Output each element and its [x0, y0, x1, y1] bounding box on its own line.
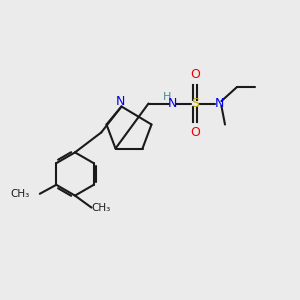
Text: N: N	[214, 97, 224, 110]
Text: O: O	[190, 125, 200, 139]
Text: S: S	[191, 97, 199, 110]
Text: CH₃: CH₃	[92, 202, 111, 213]
Text: CH₃: CH₃	[10, 189, 29, 199]
Text: N: N	[168, 97, 177, 110]
Text: N: N	[115, 95, 125, 108]
Text: H: H	[163, 92, 171, 102]
Text: O: O	[190, 68, 200, 82]
